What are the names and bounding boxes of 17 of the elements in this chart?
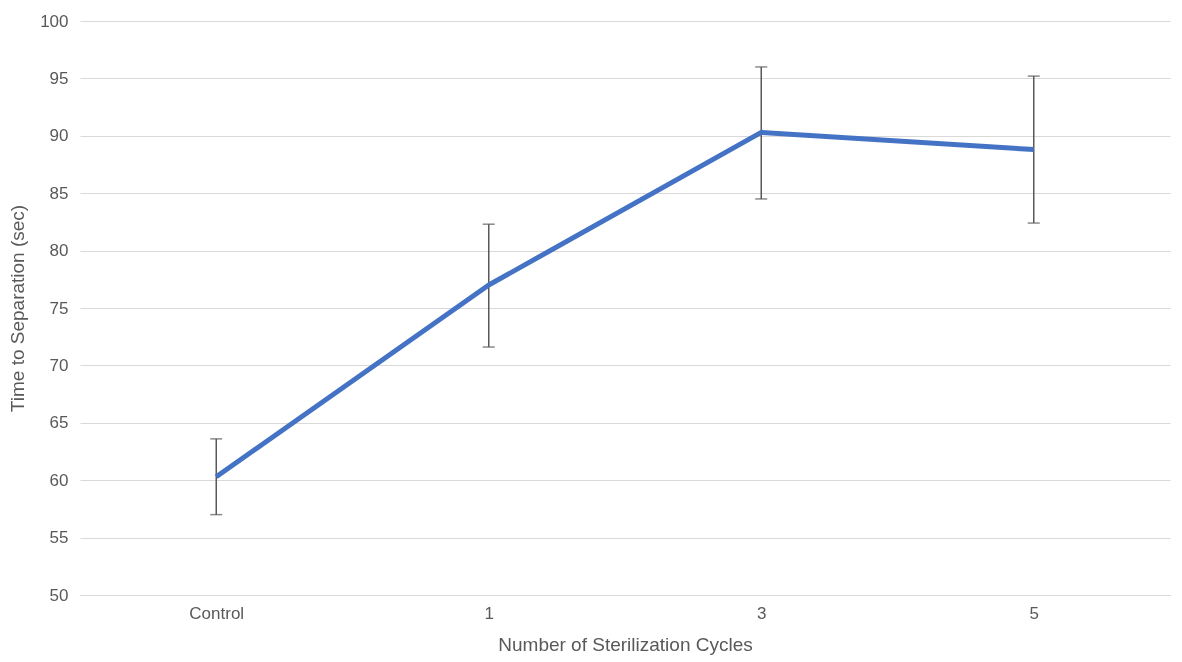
y-tick-label: 70 [49, 355, 69, 375]
x-tick-label: 5 [1029, 603, 1039, 623]
x-tick-label: 3 [757, 603, 767, 623]
y-tick-label: 65 [49, 413, 69, 433]
y-tick-label: 50 [49, 585, 69, 605]
y-tick-label: 75 [49, 298, 69, 318]
y-tick-label: 85 [49, 183, 69, 203]
y-tick-label: 100 [40, 11, 69, 31]
y-axis-title: Time to Separation (sec) [7, 204, 29, 413]
y-tick-label: 55 [49, 528, 69, 548]
x-tick-label: 1 [484, 603, 494, 623]
y-tick-label: 90 [49, 126, 69, 146]
x-axis-title: Number of Sterilization Cycles [498, 633, 753, 655]
y-tick-label: 60 [49, 470, 69, 490]
y-tick-label: 80 [49, 241, 69, 261]
y-tick-label: 95 [49, 68, 69, 88]
x-tick-label: Control [189, 603, 245, 623]
